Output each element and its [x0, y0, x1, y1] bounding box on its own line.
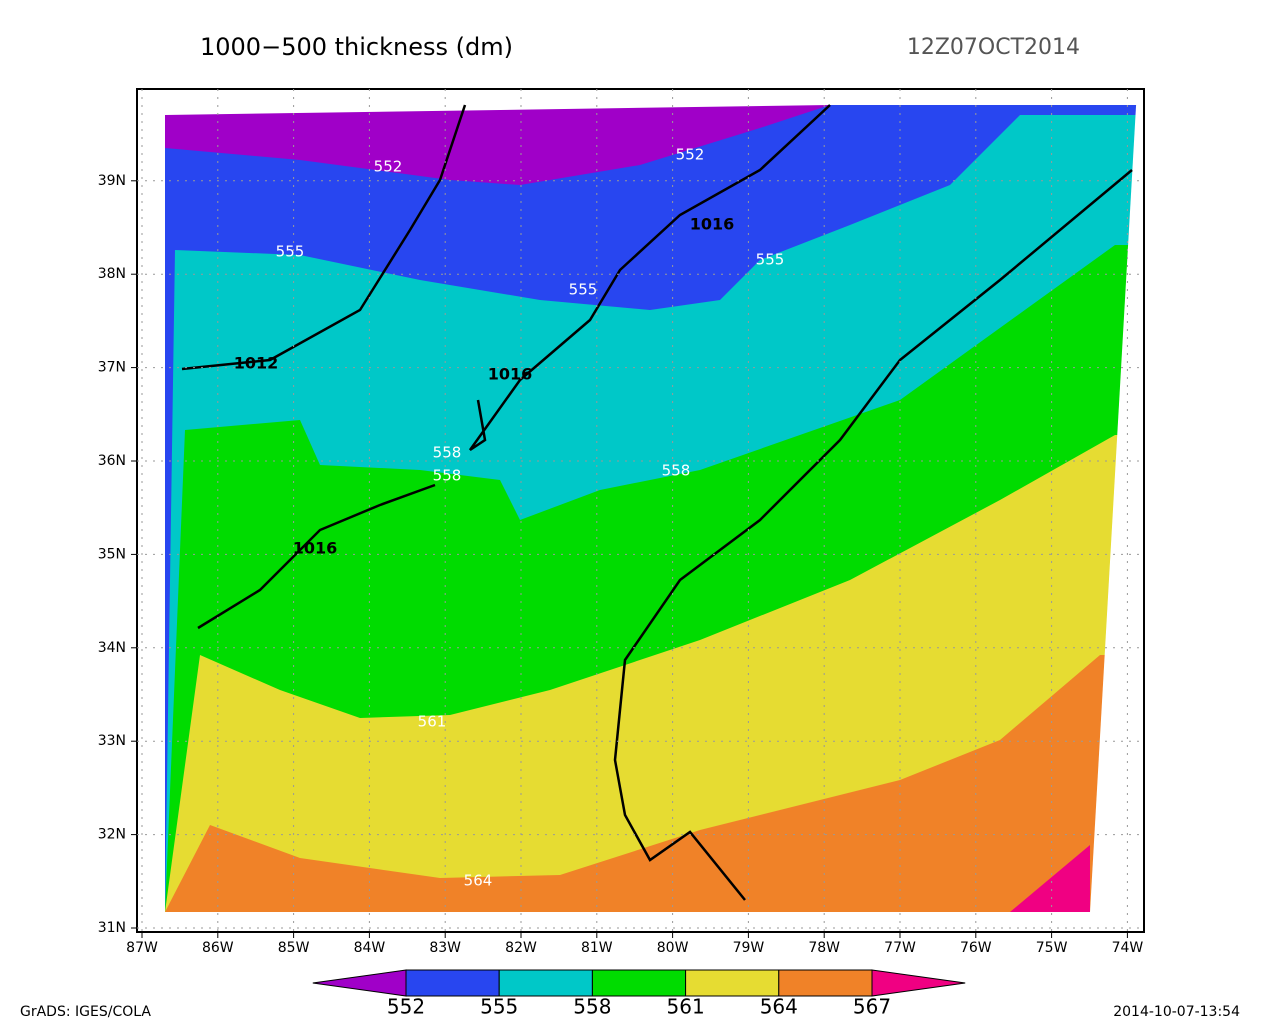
lon-label: 84W [354, 940, 386, 956]
lon-label: 80W [657, 940, 689, 956]
thickness-label: 558 [662, 462, 691, 480]
lat-label: 38N [98, 266, 126, 282]
lat-label: 32N [98, 827, 126, 843]
lon-label: 75W [1036, 940, 1068, 956]
title: 1000−500 thickness (dm) [200, 33, 513, 61]
lon-label: 83W [429, 940, 461, 956]
colorbar-swatch [778, 969, 873, 997]
colorbar-swatch [312, 969, 407, 997]
pressure-label: 1016 [488, 365, 533, 384]
lon-label: 77W [884, 940, 916, 956]
colorbar-swatch [498, 969, 593, 997]
lat-label: 35N [98, 546, 126, 562]
lon-label: 87W [126, 940, 158, 956]
colorbar-label: 555 [480, 995, 518, 1019]
colorbar-label: 552 [387, 995, 425, 1019]
colorbar-swatch [405, 969, 500, 997]
lat-label: 34N [98, 640, 126, 656]
thickness-label: 555 [756, 251, 785, 269]
thickness-label: 552 [374, 158, 403, 176]
lon-label: 79W [733, 940, 765, 956]
colorbar-label: 558 [573, 995, 611, 1019]
pressure-contours [181, 104, 1133, 901]
lon-label: 86W [202, 940, 234, 956]
timestamp: 12Z07OCT2014 [907, 35, 1080, 60]
lat-label: 33N [98, 733, 126, 749]
pressure-label: 1012 [234, 354, 279, 373]
thickness-label: 552 [676, 146, 705, 164]
colorbar-swatch [685, 969, 780, 997]
colorbar-swatch [871, 969, 966, 997]
pressure-label: 1016 [293, 539, 338, 558]
lon-label: 85W [278, 940, 310, 956]
lon-label: 78W [808, 940, 840, 956]
lat-label: 39N [98, 173, 126, 189]
lat-label: 37N [98, 360, 126, 376]
pressure-label: 1016 [690, 215, 735, 234]
lon-label: 82W [505, 940, 537, 956]
colorbar-label: 561 [667, 995, 705, 1019]
thickness-label: 561 [418, 713, 447, 731]
thickness-label: 558 [433, 467, 462, 485]
lon-label: 81W [581, 940, 613, 956]
map-frame [136, 88, 1145, 933]
colorbar-label: 567 [853, 995, 891, 1019]
thickness-label: 555 [569, 281, 598, 299]
lat-label: 31N [98, 920, 126, 936]
lon-label: 76W [960, 940, 992, 956]
colorbar-swatch [591, 969, 687, 997]
colorbar-label: 564 [760, 995, 798, 1019]
thickness-bands [137, 89, 1144, 932]
thickness-label: 555 [276, 243, 305, 261]
thickness-label: 558 [433, 444, 462, 462]
footer-right: 2014-10-07-13:54 [1113, 1004, 1240, 1020]
lon-label: 74W [1112, 940, 1144, 956]
footer-left: GrADS: IGES/COLA [20, 1004, 151, 1020]
thickness-label: 564 [464, 872, 493, 890]
lat-label: 36N [98, 453, 126, 469]
